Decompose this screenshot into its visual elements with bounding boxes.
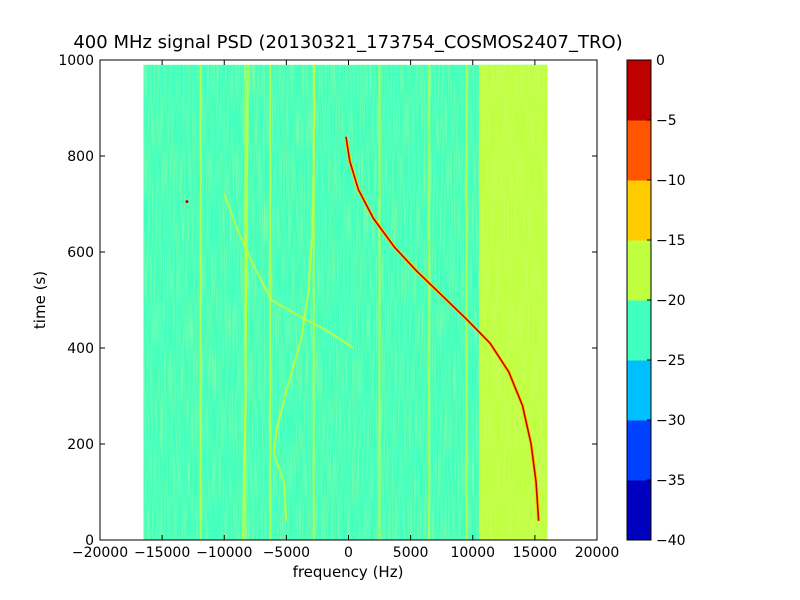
psd-secondary-trace — [241, 64, 249, 540]
colorbar: −40 −35 −30 −25 −20 −15 −10 −5 0 — [626, 53, 686, 549]
colorbar-bin — [627, 120, 651, 181]
colorbar-tick-label: −20 — [656, 293, 686, 309]
x-tick-label: 15000 — [513, 545, 558, 561]
y-axis-label: time (s) — [31, 271, 49, 329]
x-tick-label: 20000 — [575, 545, 620, 561]
x-tick-label: 0 — [344, 545, 353, 561]
colorbar-bin — [627, 360, 651, 421]
x-tick-label: −5000 — [263, 545, 310, 561]
psd-heatmap — [143, 64, 548, 540]
colorbar-tick-label: −40 — [656, 533, 686, 549]
y-tick-label: 600 — [67, 245, 94, 261]
colorbar-bin — [627, 240, 651, 301]
colorbar-tick-label: −30 — [656, 413, 686, 429]
colorbar-bin — [627, 180, 651, 241]
colorbar-bin — [627, 480, 651, 541]
psd-doppler-trace — [345, 136, 540, 521]
psd-spot — [185, 200, 189, 204]
colorbar-tick-label: −15 — [656, 233, 686, 249]
x-tick-label: 10000 — [450, 545, 495, 561]
colorbar-tick-label: −25 — [656, 353, 686, 369]
x-tick-label: −10000 — [196, 545, 252, 561]
colorbar-tick-label: −35 — [656, 473, 686, 489]
colorbar-bin — [627, 420, 651, 481]
plot-area — [99, 59, 598, 541]
y-tick-label: 400 — [67, 341, 94, 357]
colorbar-bin — [627, 60, 651, 121]
psd-noise-texture — [143, 64, 548, 540]
y-tick-label: 800 — [67, 149, 94, 165]
y-tick-label: 200 — [67, 437, 94, 453]
psd-secondary-trace — [272, 64, 316, 521]
psd-secondary-trace — [223, 194, 355, 349]
x-axis-label: frequency (Hz) — [293, 563, 404, 581]
chart-title: 400 MHz signal PSD (20130321_173754_COSM… — [73, 32, 622, 53]
y-axis: 0 200 400 600 800 1000 — [58, 53, 597, 549]
x-tick-label: −15000 — [134, 545, 190, 561]
y-tick-label: 0 — [85, 533, 94, 549]
colorbar-bin — [627, 300, 651, 361]
x-tick-label: −20000 — [72, 545, 128, 561]
colorbar-tick-label: 0 — [656, 53, 665, 69]
colorbar-tick-label: −5 — [656, 113, 677, 129]
y-tick-label: 1000 — [58, 53, 94, 69]
x-tick-label: 5000 — [393, 545, 429, 561]
x-axis: −20000 −15000 −10000 −5000 0 5000 10000 15000 20… — [72, 60, 619, 561]
colorbar-tick-label: −10 — [656, 173, 686, 189]
